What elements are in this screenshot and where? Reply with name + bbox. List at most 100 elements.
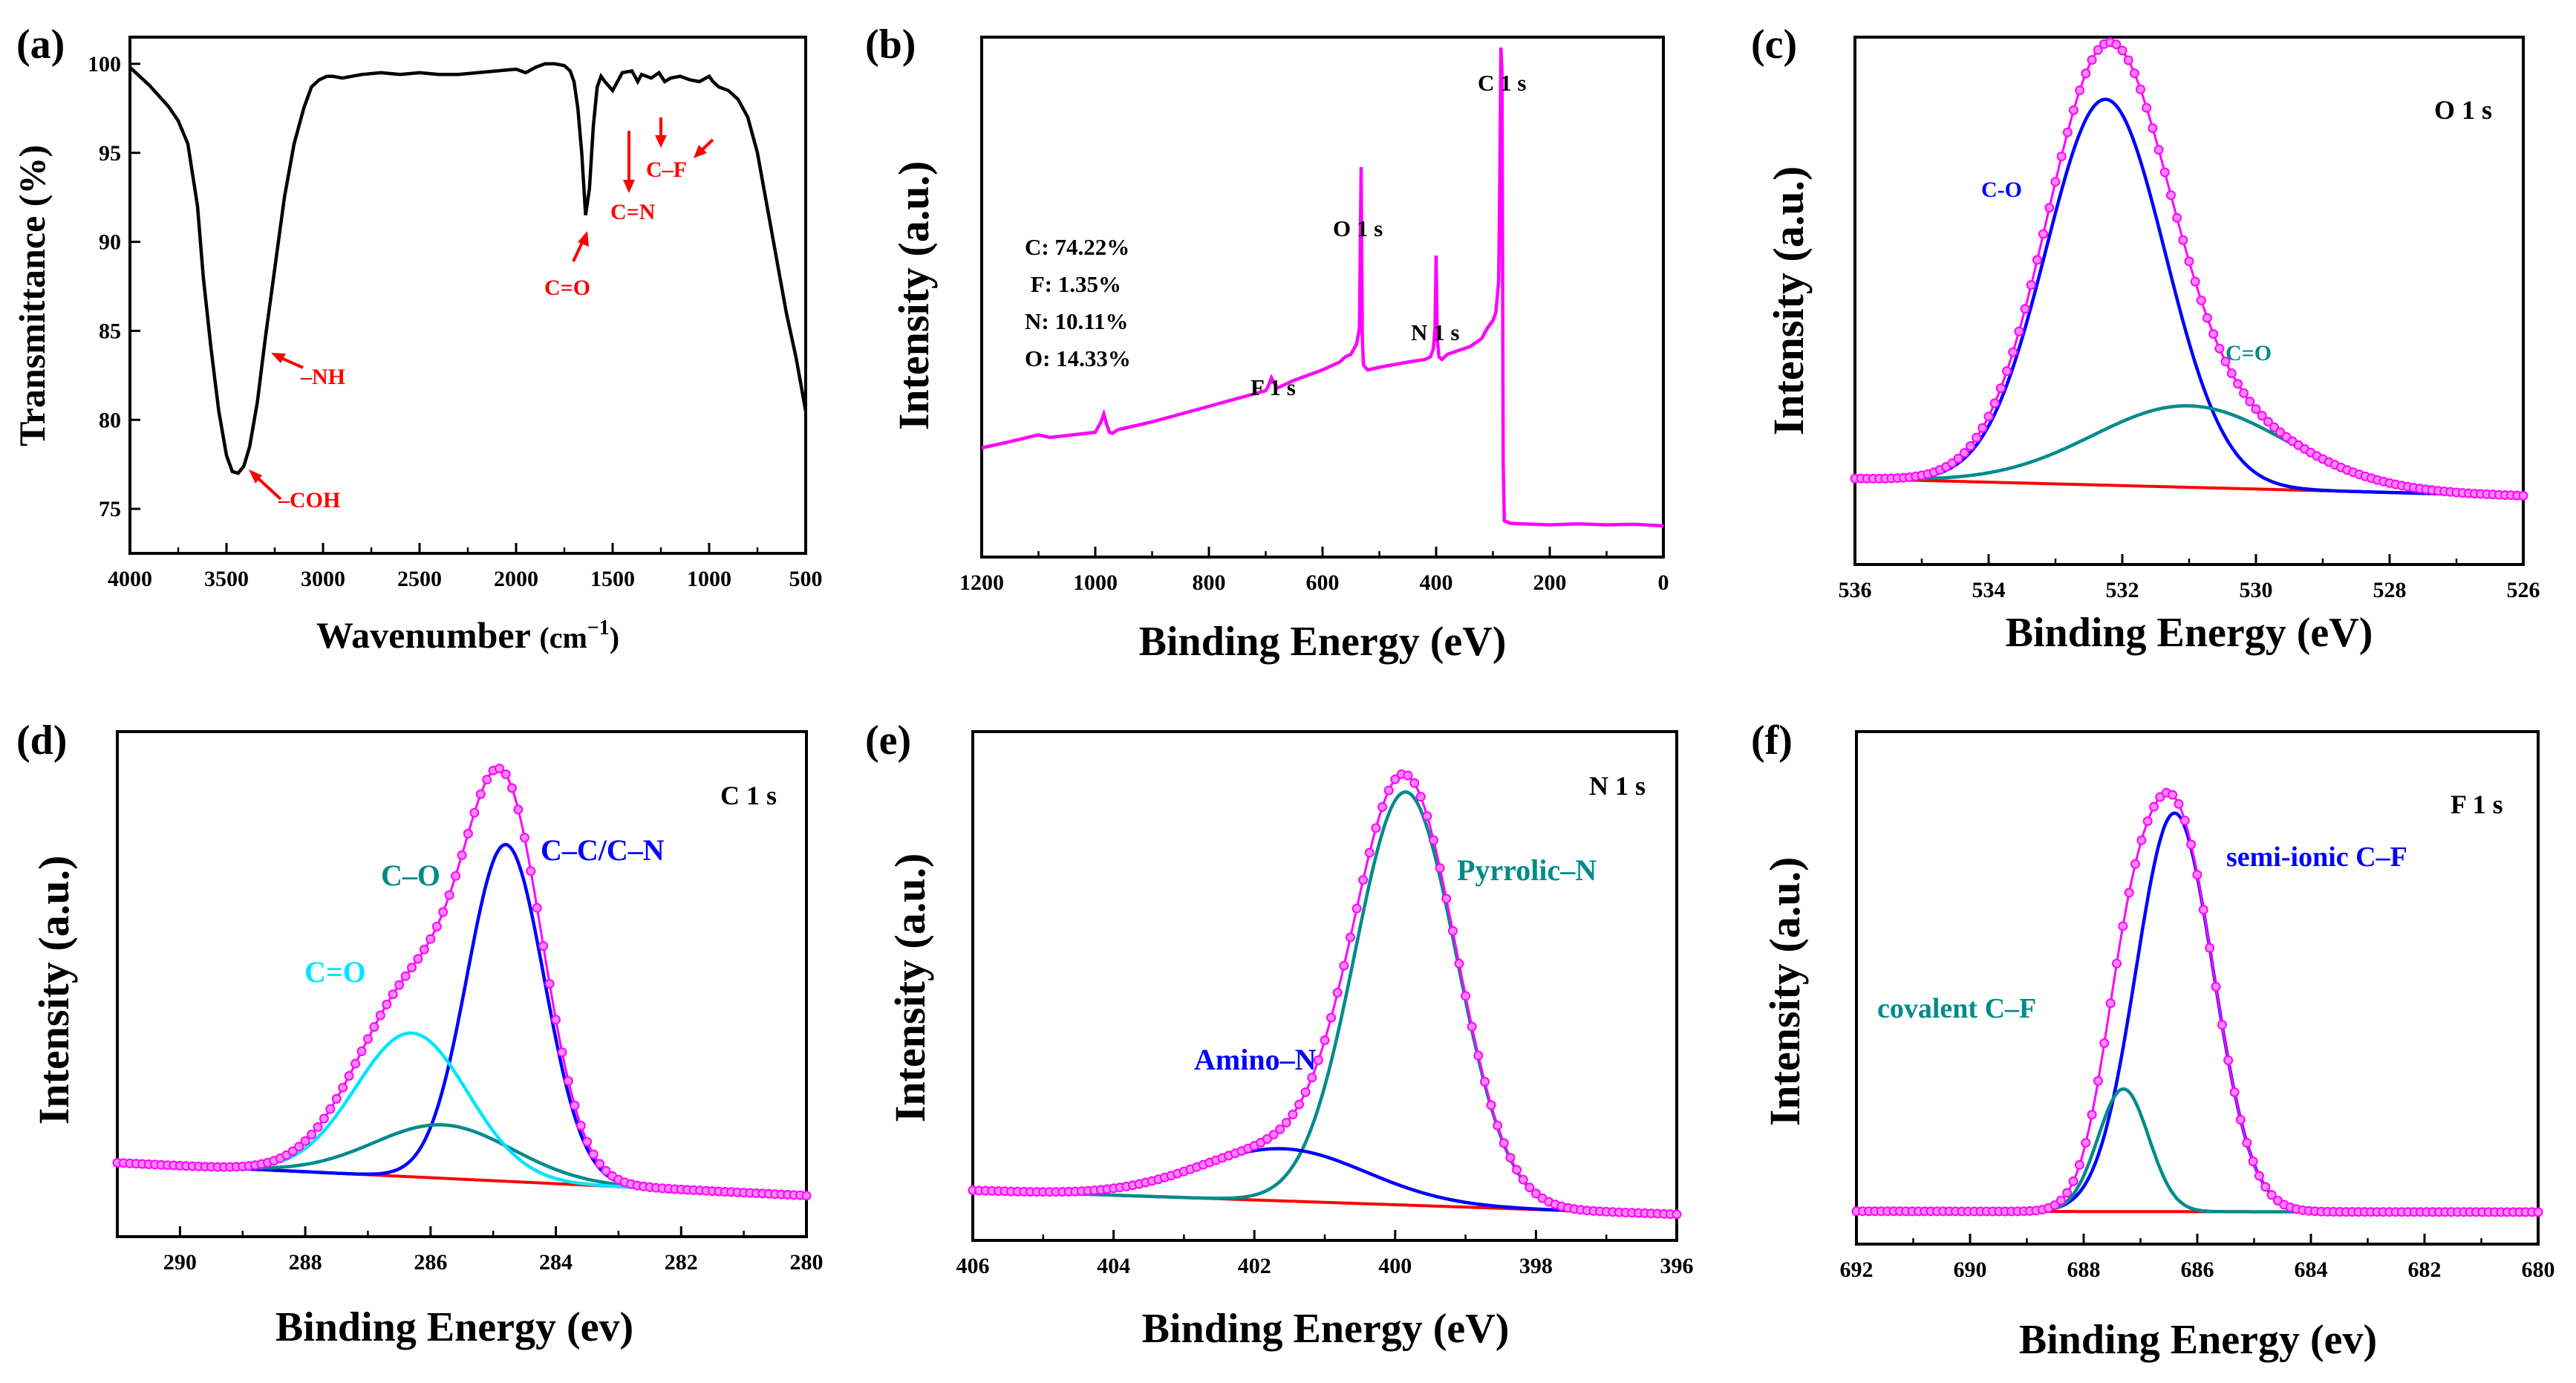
envelope-point [551, 1015, 561, 1025]
panel-label-b: (b) [865, 22, 916, 68]
envelope-point [1441, 894, 1452, 904]
x-tick-label: 2500 [397, 567, 442, 591]
envelope-line [117, 767, 807, 1197]
x-tick-label: 528 [2373, 578, 2407, 602]
envelope-point [382, 999, 392, 1009]
x-tick-label: 0 [1658, 570, 1669, 595]
envelope-point [595, 1159, 605, 1169]
x-tick-label: 290 [163, 1250, 197, 1275]
envelope-point [1530, 1188, 1541, 1199]
x-tick-label: 4000 [108, 567, 152, 591]
envelope-point [2254, 1171, 2264, 1181]
envelope-point [1977, 423, 1988, 433]
envelope-point [1364, 847, 1375, 858]
envelope-point [1358, 875, 1369, 885]
y-axis-title-e: Intensity (a.u.) [886, 853, 934, 1123]
envelope-point [1275, 1125, 1285, 1134]
peak-fits-f [1851, 787, 2543, 1217]
peak-fits-d [112, 764, 812, 1201]
envelope-point [331, 1093, 342, 1104]
label-n1s-b: N 1 s [1411, 319, 1459, 345]
envelope-point [2172, 212, 2182, 223]
arrow-nh-head [271, 353, 286, 363]
x-axis-title-f: Binding Energy (ev) [2019, 1317, 2377, 1363]
envelope-point [2099, 1038, 2110, 1048]
envelope-point [1262, 1134, 1272, 1144]
x-tick-label: 690 [1954, 1257, 1987, 1282]
plot-frame-b [980, 36, 1665, 559]
envelope-point [1467, 1021, 1477, 1032]
envelope-point [2269, 422, 2279, 432]
envelope-point [2136, 84, 2145, 94]
x-axis-title-b: Binding Energy (eV) [1139, 619, 1507, 665]
fit-component [117, 1123, 807, 1197]
envelope-line [1855, 41, 2524, 497]
envelope-point [1351, 903, 1362, 914]
fit-component [117, 1031, 807, 1197]
peak-fits-e [968, 769, 1682, 1220]
arrow-cn-head [623, 180, 635, 193]
envelope-point [2008, 347, 2018, 357]
y-axis-title-b: Intensity (a.u.) [890, 161, 938, 431]
envelope-point [2192, 870, 2202, 880]
envelope-point [570, 1100, 580, 1110]
envelope-point [344, 1071, 354, 1081]
envelope-point [1512, 1165, 1522, 1175]
envelope-point [1454, 958, 1464, 969]
x-tick-label: 280 [790, 1250, 824, 1275]
x-tick-label: 536 [1839, 578, 1872, 602]
envelope-point [1995, 383, 2006, 394]
peak-label-c-double-o-c: C=O [2226, 341, 2272, 365]
envelope-point [457, 850, 467, 860]
composition-n: N: 10.11% [1025, 308, 1129, 334]
envelope-point [2142, 816, 2153, 827]
envelope-point [2130, 859, 2140, 869]
y-tick-label: 100 [88, 52, 121, 77]
x-tick-label: 600 [1306, 570, 1340, 595]
x-tick-label: 404 [1097, 1254, 1130, 1278]
envelope-point [2111, 39, 2122, 50]
envelope-point [2208, 329, 2219, 339]
envelope-point [526, 866, 536, 876]
envelope-point [538, 941, 549, 951]
core-label-c: O 1 s [2434, 95, 2492, 125]
envelope-point [519, 833, 529, 843]
envelope-point [338, 1082, 348, 1093]
envelope-point [313, 1122, 323, 1132]
envelope-point [2002, 366, 2012, 377]
envelope-point [400, 971, 411, 981]
envelope-point [2159, 167, 2170, 178]
peak-label-cc-cn-d: C–C/C–N [541, 833, 665, 867]
envelope-point [507, 783, 517, 793]
envelope-point [2038, 229, 2049, 239]
peak-label-c-double-o-d: C=O [304, 955, 366, 989]
envelope-point [1972, 432, 1982, 443]
envelope-point [2062, 127, 2073, 137]
x-tick-label: 200 [1533, 570, 1567, 595]
envelope-point [2093, 1076, 2103, 1086]
survey-curve [981, 47, 1664, 528]
x-axis-title-a-sup: −1 [587, 616, 610, 640]
fit-component [117, 842, 807, 1197]
envelope-point [1473, 1050, 1484, 1061]
x-axis-title-c: Binding Energy (eV) [2006, 610, 2373, 656]
envelope-point [1480, 1076, 1490, 1087]
panel-label-c: (c) [1751, 22, 1797, 68]
y-axis-title-c: Intensity (a.u.) [1764, 166, 1813, 436]
plot-frame-f [1855, 730, 2540, 1246]
envelope-point [1307, 1073, 1317, 1083]
panel-d: (d) 290 288 286 284 282 280 C 1 s C–C/C–N C–O… [16, 717, 824, 1350]
envelope-point [356, 1046, 367, 1056]
envelope-point [475, 789, 486, 799]
envelope-point [2220, 357, 2231, 367]
y-tick-label: 95 [99, 141, 121, 166]
envelope-point [375, 1010, 385, 1021]
x-tick-label: 684 [2295, 1257, 2328, 1282]
y-tick-label: 90 [99, 230, 121, 255]
plot-frame-a [128, 36, 807, 555]
x-tick-label: 692 [1840, 1257, 1874, 1282]
envelope-point [2266, 1190, 2277, 1200]
envelope-point [2242, 1138, 2252, 1148]
envelope-point [2205, 943, 2215, 953]
x-tick-label: 530 [2240, 578, 2273, 602]
